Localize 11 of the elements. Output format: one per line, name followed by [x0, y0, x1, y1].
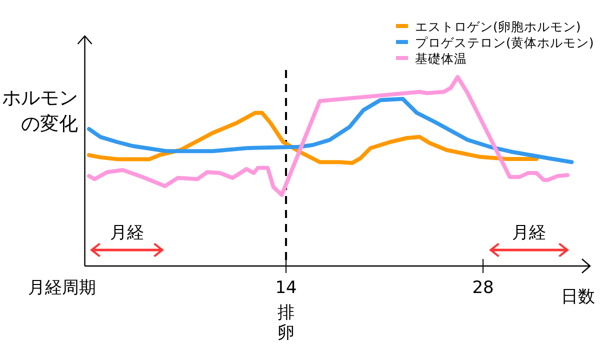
x-tick-label: 28 — [472, 278, 494, 298]
legend-label: 基礎体温 — [415, 51, 467, 66]
y-axis-title: ホルモンの変化 — [2, 87, 78, 135]
annotation: 月経 — [110, 223, 144, 243]
ref-line-label: 排卵 — [278, 303, 295, 343]
text: 月経周期 — [28, 278, 96, 298]
legend-label: エストロゲン(卵胞ホルモン) — [415, 19, 581, 34]
x-axis-title: 日数 — [561, 287, 595, 307]
x-tick-label: 14 — [275, 278, 297, 298]
annotation: 月経 — [512, 223, 546, 243]
legend-label: プロゲステロン(黄体ホルモン) — [415, 35, 594, 50]
